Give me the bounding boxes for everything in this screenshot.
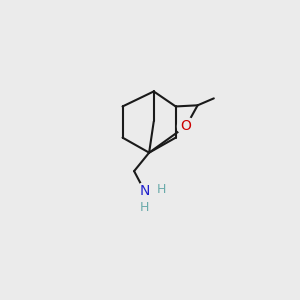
Text: O: O	[181, 119, 191, 133]
Text: N: N	[139, 184, 150, 198]
Text: H: H	[157, 183, 167, 196]
Text: H: H	[140, 201, 149, 214]
